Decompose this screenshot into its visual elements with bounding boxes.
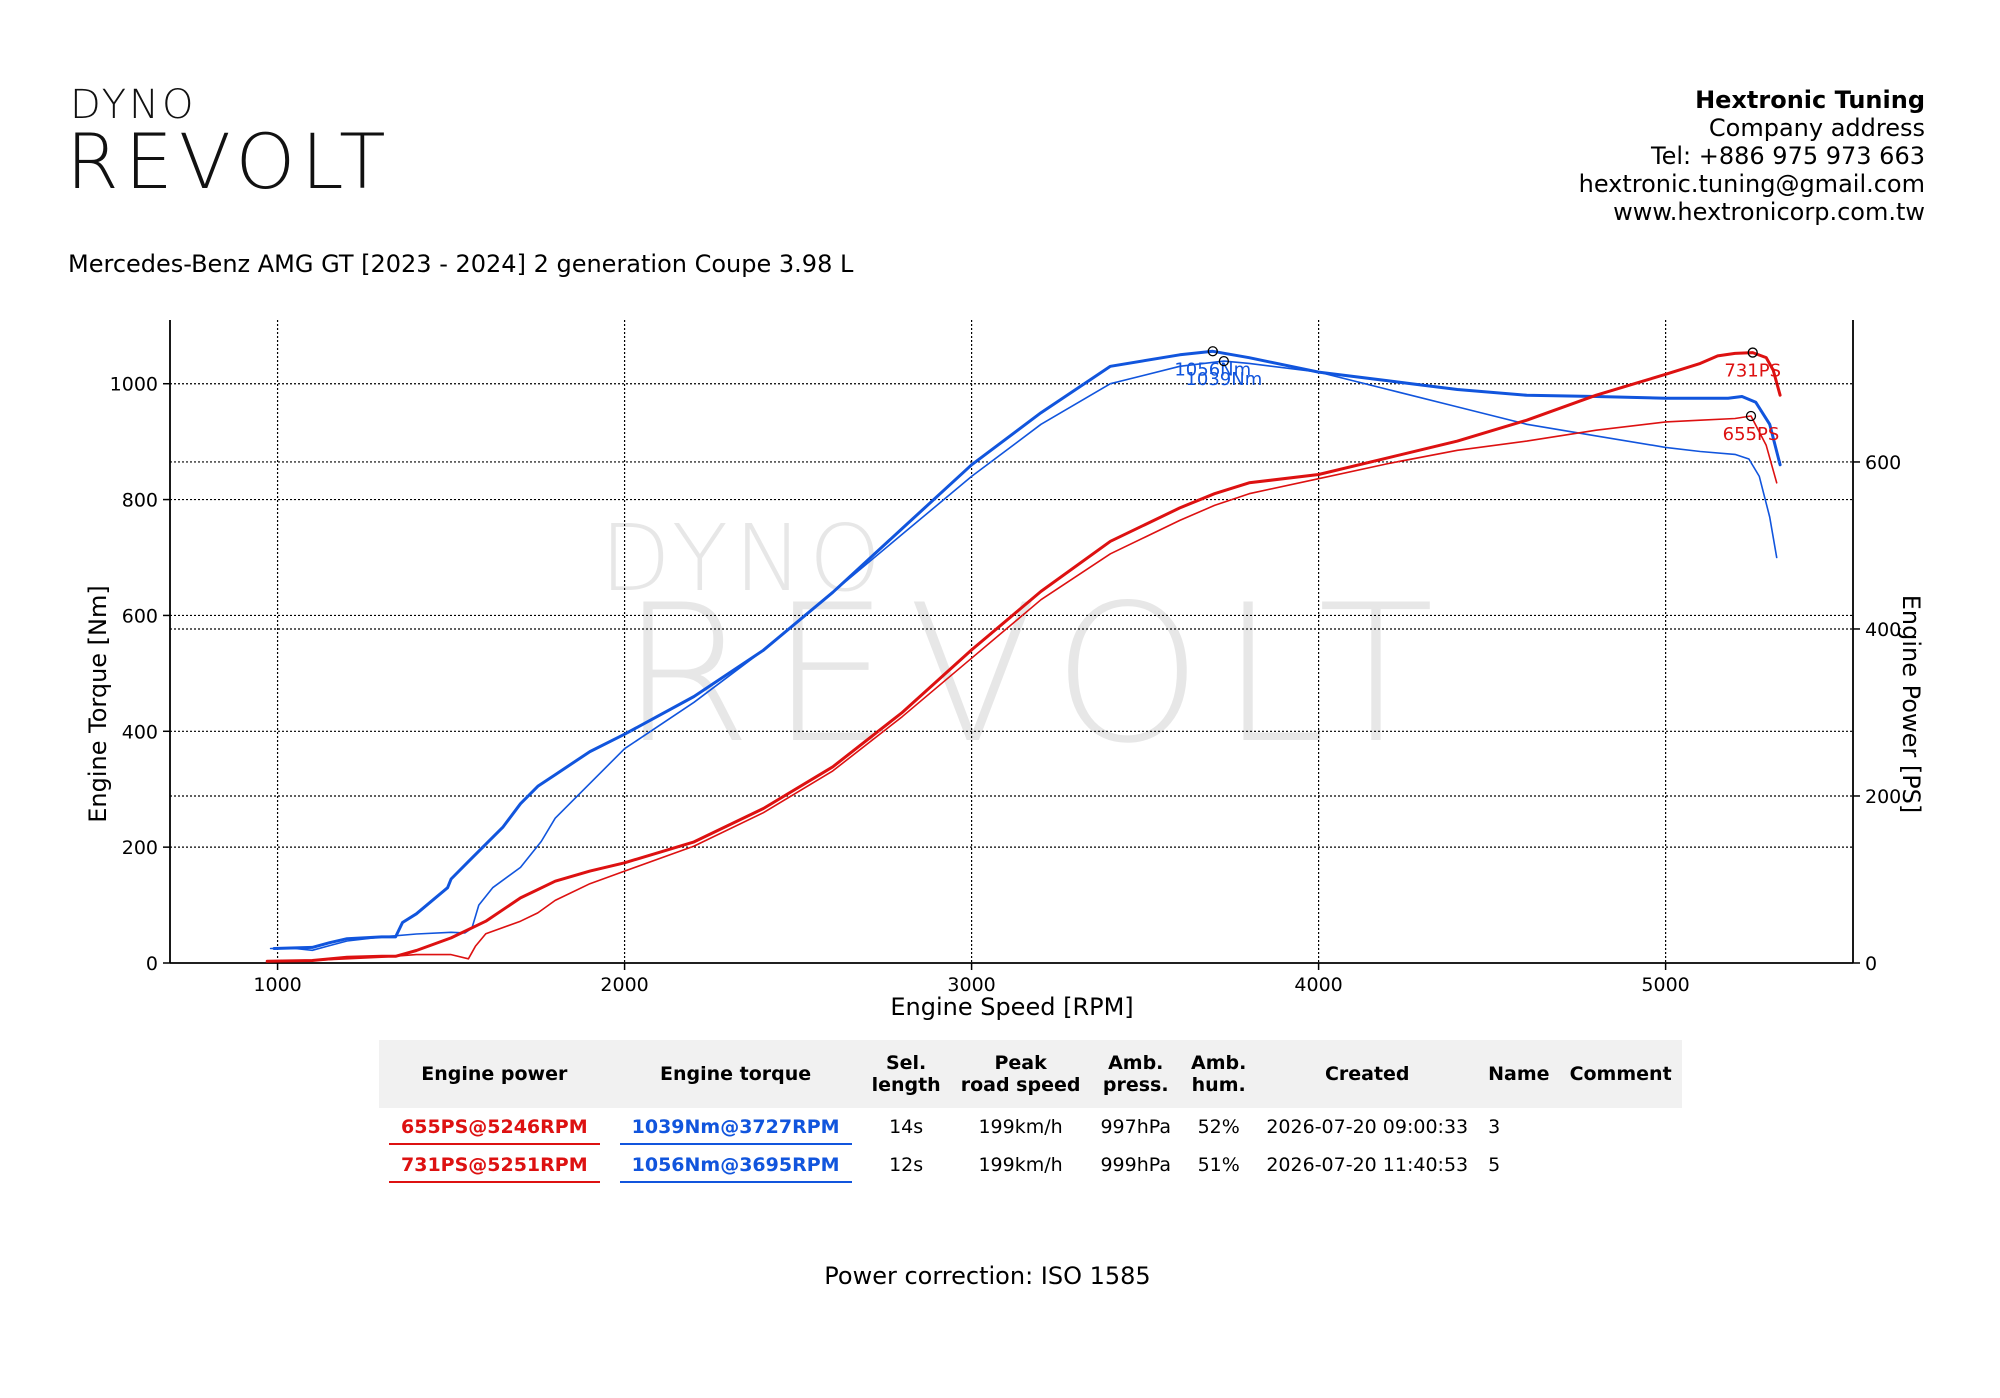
logo-line1: DYNO [70, 82, 196, 128]
y2-tick-label: 0 [1865, 953, 1877, 975]
engine-torque-cell: 1039Nm@3727RPM [610, 1108, 862, 1146]
x-tick-label: 5000 [1641, 974, 1689, 996]
y-axis-label: Engine Torque [Nm] [84, 585, 112, 823]
watermark: DYNO REVOLT [600, 505, 1452, 785]
company-name: Hextronic Tuning [1695, 86, 1925, 114]
y-tick-label: 0 [146, 953, 158, 975]
y2-tick-label: 600 [1865, 452, 1901, 474]
results-column-header: Name [1478, 1040, 1560, 1108]
amb-press-cell: 997hPa [1100, 1116, 1172, 1138]
engine-power-cell: 655PS@5246RPM [379, 1108, 610, 1146]
results-table: Engine power Engine torque Sel. length Peak r… [379, 1040, 1682, 1184]
series-line-3 [266, 415, 1778, 963]
y-tick-label: 1000 [110, 374, 158, 396]
x-tick-label: 3000 [947, 974, 995, 996]
company-email[interactable]: hextronic.tuning@gmail.com [1578, 170, 1925, 198]
results-column-header: Amb. press. [1090, 1040, 1182, 1108]
created-cell: 2026-07-20 09:00:33 [1266, 1116, 1469, 1138]
watermark-line2: REVOLT [620, 564, 1452, 785]
peak-marker [1747, 347, 1758, 358]
y-tick-label: 600 [122, 605, 158, 627]
peak-marker [1207, 346, 1218, 357]
peak-label: 731PS [1724, 361, 1781, 382]
comment-cell [1560, 1146, 1682, 1184]
y2-axis-label: Engine Power [PS] [1897, 595, 1925, 814]
y-tick-label: 400 [122, 721, 158, 743]
engine-power-cell: 731PS@5251RPM [379, 1146, 610, 1184]
company-info: Hextronic Tuning Company address Tel: +8… [1579, 86, 1925, 226]
peak-label: 655PS [1723, 424, 1780, 445]
amb-hum-cell: 51% [1197, 1154, 1240, 1176]
results-row: 731PS@5251RPM 1056Nm@3695RPM 12s 199km/h 999… [379, 1146, 1682, 1184]
peak-speed-cell: 199km/h [978, 1116, 1063, 1138]
peak-marker [1745, 410, 1757, 422]
company-tel: Tel: +886 975 973 663 [1651, 142, 1925, 170]
series-line-4 [265, 351, 1782, 963]
results-column-header: Comment [1559, 1040, 1682, 1108]
results-column-header: Engine power [379, 1040, 610, 1108]
y-tick-label: 800 [122, 490, 158, 512]
dyno-revolt-logo: DYNO REVOLT [66, 82, 392, 198]
amb-hum-cell: 52% [1197, 1116, 1240, 1138]
chart-series [265, 349, 1782, 963]
series-line-2 [272, 349, 1782, 950]
amb-press-cell: 999hPa [1100, 1154, 1172, 1176]
results-row: 655PS@5246RPM 1039Nm@3727RPM 14s 199km/h 997… [379, 1108, 1682, 1146]
y2-tick-label: 400 [1865, 619, 1901, 641]
logo-line2: REVOLT [66, 117, 392, 198]
chart-axes: 1000 2000 3000 4000 5000 0 200 400 600 800 1000 0 20… [110, 320, 1901, 996]
results-body: 655PS@5246RPM 1039Nm@3727RPM 14s 199km/h 997… [379, 1108, 1682, 1184]
x-tick-label: 1000 [253, 974, 301, 996]
x-tick-label: 2000 [600, 974, 648, 996]
comment-cell [1560, 1108, 1682, 1146]
sel-length-cell: 14s [889, 1116, 924, 1138]
peak-label: 1056Nm [1174, 359, 1251, 380]
peak-marker [1218, 355, 1230, 367]
results-column-header: Amb. hum. [1181, 1040, 1257, 1108]
dyno-chart: DYNO REVOLT 1000 2000 3000 4000 500002004006… [84, 320, 1925, 1021]
sel-length-cell: 12s [889, 1154, 924, 1176]
results-column-header: Created [1256, 1040, 1479, 1108]
results-header-row: Engine power Engine torque Sel. length Peak r… [379, 1040, 1682, 1108]
vehicle-title: Mercedes-Benz AMG GT [2023 - 2024] 2 gen… [68, 250, 854, 278]
y-tick-label: 200 [122, 837, 158, 859]
company-address: Company address [1708, 114, 1925, 142]
name-cell: 5 [1488, 1154, 1501, 1176]
watermark-line1: DYNO [600, 505, 887, 612]
engine-torque-cell: 1056Nm@3695RPM [610, 1146, 862, 1184]
company-website[interactable]: www.hextronicorp.com.tw [1613, 198, 1925, 226]
x-axis-label: Engine Speed [RPM] [890, 993, 1133, 1021]
peak-speed-cell: 199km/h [978, 1154, 1063, 1176]
created-cell: 2026-07-20 11:40:53 [1266, 1154, 1469, 1176]
results-column-header: Sel. length [861, 1040, 951, 1108]
power-correction-note: Power correction: ISO 1585 [824, 1262, 1151, 1290]
results-column-header: Peak road speed [950, 1040, 1091, 1108]
peak-label: 1039Nm [1185, 369, 1262, 390]
name-cell: 3 [1488, 1116, 1501, 1138]
results-column-header: Engine torque [609, 1040, 862, 1108]
y2-tick-label: 200 [1865, 786, 1901, 808]
x-tick-label: 4000 [1294, 974, 1342, 996]
